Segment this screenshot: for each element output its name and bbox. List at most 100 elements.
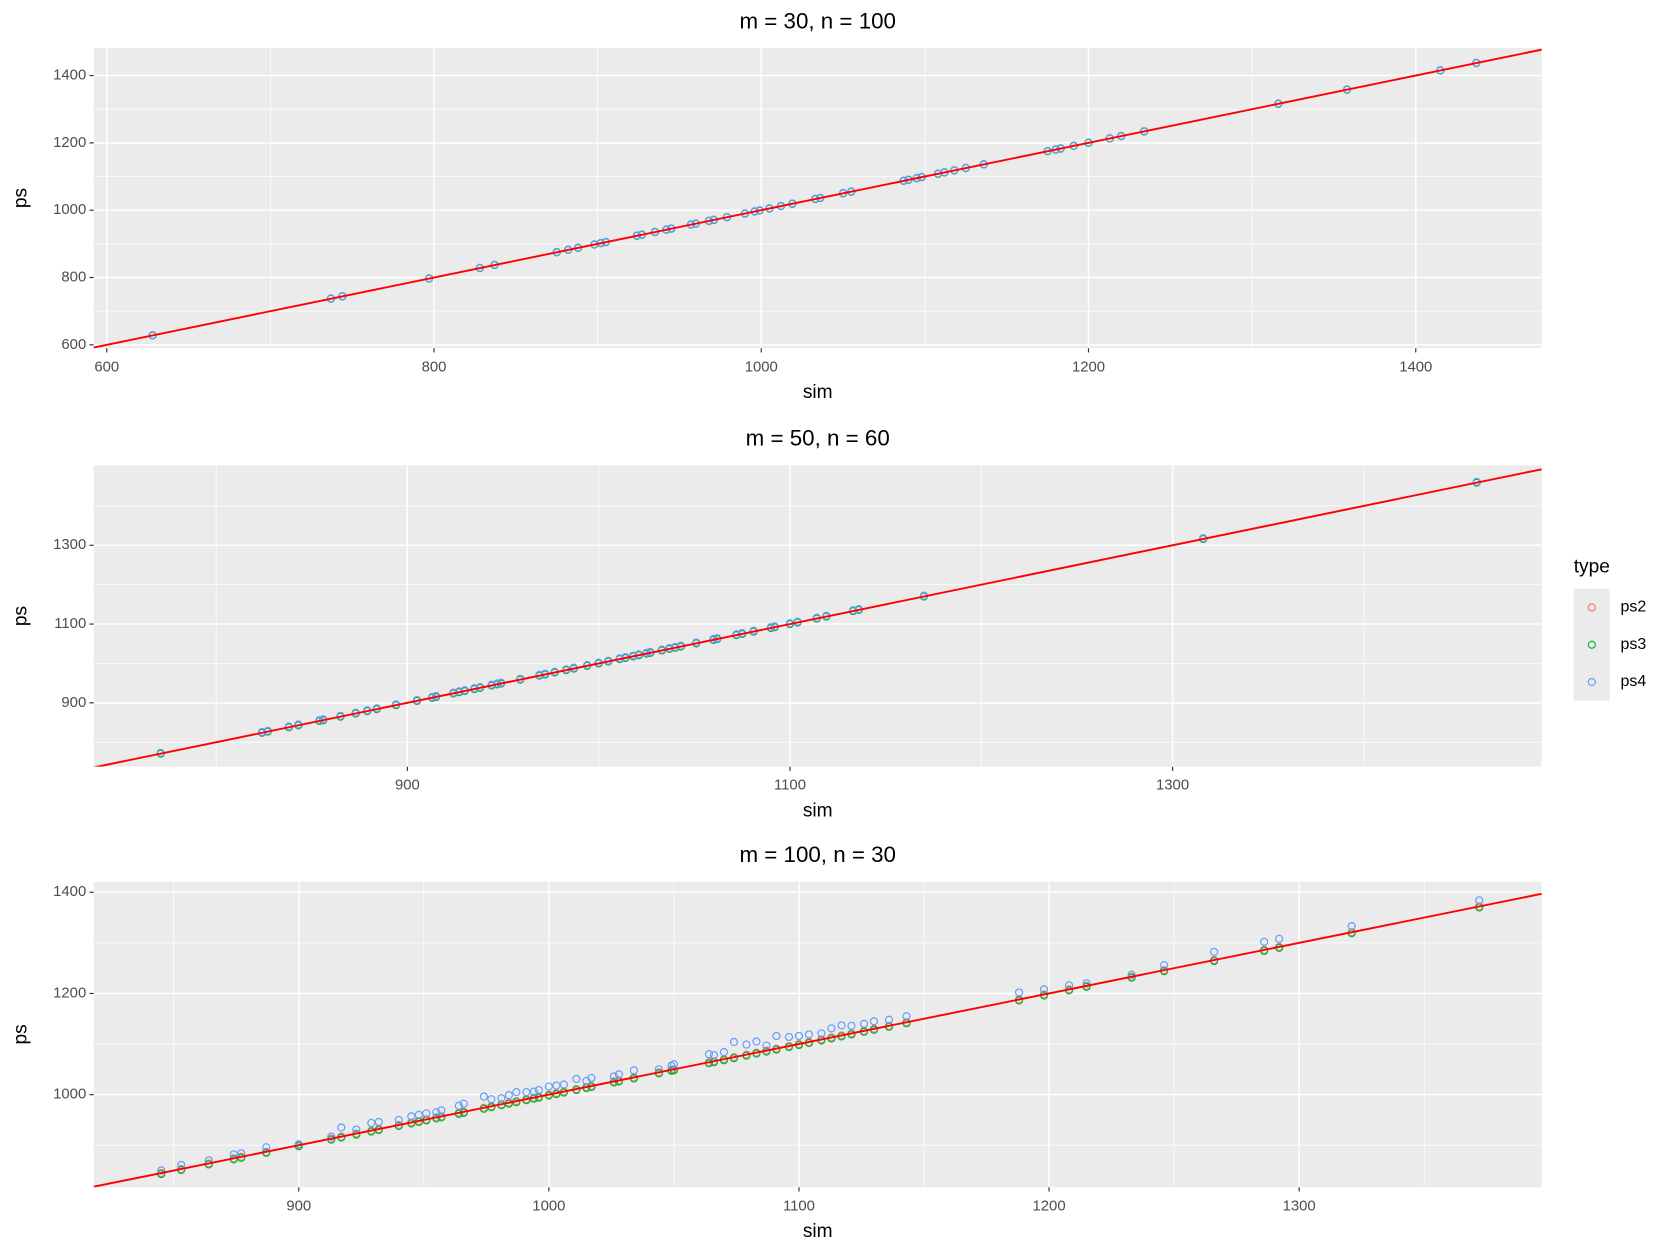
- y-tick-label: 1000: [53, 202, 86, 218]
- point: [902, 1012, 911, 1021]
- point: [487, 1095, 496, 1104]
- point: [859, 1019, 869, 1028]
- point: [709, 1051, 719, 1060]
- point: [512, 1088, 521, 1097]
- point: [1160, 961, 1169, 970]
- point: [609, 1072, 618, 1081]
- point: [534, 1085, 543, 1095]
- y-tick-label: 1200: [53, 985, 86, 1001]
- point: [587, 1073, 596, 1083]
- point: [629, 1066, 639, 1075]
- point: [327, 1132, 336, 1141]
- point: [669, 1060, 679, 1069]
- point: [1082, 979, 1091, 988]
- y-axis-label: ps: [10, 188, 31, 208]
- point: [752, 1037, 761, 1046]
- x-tick-label: 1100: [783, 1198, 815, 1214]
- x-tick-label: 1000: [532, 1198, 565, 1214]
- point: [437, 1106, 446, 1115]
- point: [544, 1082, 553, 1091]
- x-tick-label: 800: [422, 359, 447, 375]
- point: [847, 1021, 856, 1030]
- y-tick-label: 1000: [53, 1087, 86, 1103]
- point: [262, 1143, 271, 1152]
- point: [1210, 947, 1219, 957]
- y-tick-label: 1400: [53, 884, 86, 900]
- point: [497, 1094, 506, 1103]
- point: [837, 1021, 846, 1030]
- legend-symbol: [1587, 603, 1596, 612]
- point: [454, 1101, 463, 1110]
- point: [772, 1031, 781, 1041]
- legend-key: [1573, 663, 1610, 701]
- y-axis-label: ps: [10, 606, 31, 626]
- x-tick-label: 900: [395, 778, 420, 794]
- point: [504, 1091, 513, 1100]
- legend-key: [1573, 588, 1610, 627]
- y-tick-label: 800: [61, 269, 86, 285]
- x-tick-label: 1200: [1072, 359, 1105, 375]
- x-tick-label: 1200: [1032, 1198, 1065, 1214]
- point: [337, 1123, 346, 1132]
- point: [742, 1040, 751, 1049]
- point: [572, 1074, 581, 1084]
- point: [1014, 988, 1024, 997]
- point: [552, 1081, 561, 1090]
- chart-title: m = 100, n = 30: [739, 842, 896, 867]
- point: [529, 1087, 538, 1096]
- y-tick-label: 1300: [53, 537, 86, 553]
- legend-label: ps4: [1621, 673, 1647, 690]
- point: [614, 1070, 623, 1079]
- point: [884, 1015, 894, 1024]
- point: [804, 1030, 814, 1039]
- x-tick-label: 1100: [774, 778, 806, 794]
- point: [367, 1118, 376, 1128]
- legend-symbol: [1587, 640, 1596, 649]
- point: [414, 1110, 423, 1119]
- y-axis-label: ps: [10, 1024, 31, 1044]
- x-axis-label: sim: [803, 382, 833, 403]
- point: [459, 1099, 468, 1108]
- point: [407, 1112, 416, 1121]
- legend-label: ps3: [1621, 636, 1647, 653]
- x-tick-label: 900: [286, 1198, 311, 1214]
- y-tick-label: 1200: [53, 135, 86, 151]
- x-tick-label: 1000: [745, 359, 778, 375]
- reference-line: [93, 468, 1542, 767]
- panel-background: [93, 465, 1542, 767]
- x-tick-label: 1300: [1156, 778, 1189, 794]
- y-tick-label: 900: [61, 695, 86, 711]
- point: [1275, 934, 1284, 943]
- legend-title: type: [1574, 557, 1610, 578]
- point: [719, 1048, 729, 1057]
- point: [1039, 985, 1049, 994]
- reference-line: [93, 48, 1542, 349]
- point: [1475, 896, 1484, 905]
- y-tick-label: 1100: [54, 616, 86, 632]
- point: [157, 1166, 166, 1175]
- point: [432, 1108, 441, 1117]
- point: [374, 1117, 383, 1127]
- point: [869, 1017, 879, 1026]
- point: [729, 1037, 739, 1047]
- point: [794, 1031, 804, 1041]
- legend-label: ps2: [1621, 599, 1647, 616]
- point: [817, 1029, 826, 1038]
- x-axis-label: sim: [803, 800, 833, 821]
- point: [1260, 937, 1269, 946]
- x-tick-label: 600: [94, 359, 119, 375]
- chart-title: m = 50, n = 60: [746, 426, 890, 451]
- point: [479, 1092, 488, 1101]
- y-tick-label: 1400: [53, 67, 86, 83]
- point: [704, 1050, 714, 1059]
- x-axis-label: sim: [803, 1221, 833, 1242]
- point: [394, 1115, 403, 1125]
- point: [827, 1024, 836, 1033]
- point: [422, 1109, 431, 1118]
- legend-key: [1573, 626, 1610, 664]
- x-tick-label: 1300: [1283, 1198, 1316, 1214]
- x-tick-label: 1400: [1399, 359, 1432, 375]
- point: [762, 1041, 771, 1050]
- point: [784, 1032, 794, 1042]
